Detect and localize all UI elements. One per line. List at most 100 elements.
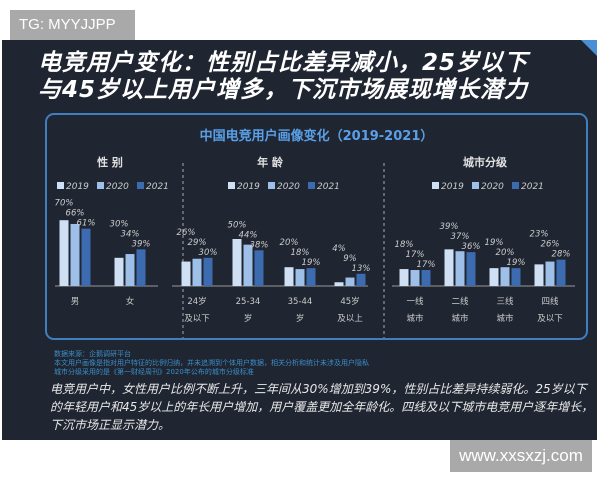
data-label: 13% <box>352 264 371 274</box>
data-label: 44% <box>239 230 258 240</box>
data-label: 30% <box>110 219 129 229</box>
category-label: 及以上 <box>337 314 363 324</box>
legend-swatch <box>228 182 235 189</box>
infographic-panel: 电竞用户变化：性别占比差异减小，25岁以下 与45岁以上用户增多，下沉市场展现增… <box>2 40 597 440</box>
data-label: 17% <box>406 250 425 260</box>
bar-2020 <box>410 270 420 286</box>
bar-2019 <box>284 267 294 286</box>
legend-swatch <box>432 182 439 189</box>
category-label: 城市 <box>496 313 514 324</box>
data-label: 18% <box>291 248 310 258</box>
legend-label: 2021 <box>521 182 544 192</box>
watermark-top: TG: MYYJJPP <box>10 10 135 40</box>
legend-label: 2019 <box>441 182 464 192</box>
title-line-2: 与45岁以上用户增多，下沉市场展现增长潜力 <box>38 77 529 103</box>
legend-swatch <box>97 182 104 189</box>
bar-2020 <box>243 244 253 286</box>
bar-2021 <box>81 228 91 286</box>
legend-swatch <box>512 182 519 189</box>
bar-2019 <box>334 282 344 286</box>
bar-2021 <box>136 249 146 286</box>
data-label: 66% <box>66 209 85 219</box>
bar-2019 <box>114 257 124 286</box>
bar-2021 <box>421 270 431 286</box>
legend-label: 2021 <box>317 182 340 192</box>
data-label: 28% <box>552 250 571 260</box>
category-label: 及以下 <box>184 314 210 324</box>
page-title: 电竞用户变化：性别占比差异减小，25岁以下 与45岁以上用户增多，下沉市场展现增… <box>38 50 528 104</box>
section-title: 城市分级 <box>463 155 508 169</box>
bar-2019 <box>489 268 499 286</box>
note: 本文用户画像是指对用户特征的比例归纳，并未追溯到个体用户数据，相关分析和统计未涉… <box>54 359 369 367</box>
legend-label: 2019 <box>66 182 89 192</box>
category-label: 岁 <box>296 313 305 324</box>
chart-box: 中国电竞用户画像变化（2019-2021） <box>45 113 588 340</box>
category-label: 二线 <box>451 296 469 307</box>
note: 城市分级采用的是《第一财经周刊》2020年公布的城市分级标准 <box>54 368 254 376</box>
data-label: 4% <box>332 244 346 254</box>
legend-swatch <box>472 182 479 189</box>
section-title: 性 别 <box>97 155 123 169</box>
bar-2019 <box>534 264 544 286</box>
bar-2020 <box>455 251 465 286</box>
data-label: 30% <box>199 248 218 258</box>
data-label: 26% <box>177 228 196 238</box>
bar-2021 <box>306 268 316 286</box>
bar-2020 <box>345 277 355 286</box>
bar-2021 <box>556 259 566 286</box>
bar-2021 <box>466 252 476 286</box>
bar-2020 <box>295 269 305 286</box>
legend-label: 2020 <box>277 182 300 192</box>
data-label: 70% <box>55 199 74 209</box>
data-label: 61% <box>77 219 96 229</box>
bar-2019 <box>59 220 69 286</box>
category-label: 三线 <box>496 296 514 307</box>
corner-decoration <box>581 40 597 56</box>
bar-2021 <box>254 250 264 286</box>
bar-2020 <box>545 261 555 286</box>
title-line-1: 电竞用户变化：性别占比差异减小，25岁以下 <box>38 50 529 76</box>
legend-label: 2020 <box>481 182 504 192</box>
legend-label: 2020 <box>106 182 129 192</box>
category-label: 女 <box>126 296 135 307</box>
category-label: 45岁 <box>340 296 359 307</box>
data-label: 39% <box>132 239 151 249</box>
category-label: 城市 <box>406 313 424 324</box>
data-label: 20% <box>280 238 299 248</box>
category-label: 一线 <box>406 296 424 307</box>
data-label: 19% <box>507 258 526 268</box>
bar-2019 <box>181 261 191 286</box>
data-label: 38% <box>250 240 269 250</box>
bar-2020 <box>70 223 80 286</box>
data-label: 19% <box>485 238 504 248</box>
data-label: 23% <box>530 230 549 240</box>
legend-label: 2021 <box>146 182 169 192</box>
legend-swatch <box>57 182 64 189</box>
data-label: 36% <box>462 242 481 252</box>
data-label: 39% <box>440 222 459 232</box>
data-label: 50% <box>228 220 247 230</box>
data-label: 37% <box>451 232 470 242</box>
watermark-bottom: www.xxsxzj.com <box>450 440 592 472</box>
data-label: 26% <box>541 240 560 250</box>
data-label: 34% <box>121 229 140 239</box>
bar-2021 <box>511 268 521 286</box>
category-label: 男 <box>71 297 80 307</box>
data-label: 20% <box>496 248 515 258</box>
category-label: 四线 <box>541 296 559 307</box>
category-label: 岁 <box>244 313 253 324</box>
data-label: 29% <box>188 238 207 248</box>
summary-text: 电竞用户中，女性用户比例不断上升，三年间从30%增加到39%，性别占比差异持续弱… <box>50 382 594 432</box>
bar-2021 <box>356 273 366 286</box>
bar-2020 <box>500 267 510 286</box>
data-label: 9% <box>343 254 357 264</box>
bar-2021 <box>203 257 213 286</box>
bar-2020 <box>192 258 202 286</box>
legend-swatch <box>308 182 315 189</box>
bar-2019 <box>444 249 454 286</box>
category-label: 25-34 <box>236 297 261 307</box>
bar-2019 <box>399 269 409 286</box>
section-title: 年 龄 <box>257 155 284 169</box>
legend-swatch <box>137 182 144 189</box>
data-label: 17% <box>417 260 436 270</box>
